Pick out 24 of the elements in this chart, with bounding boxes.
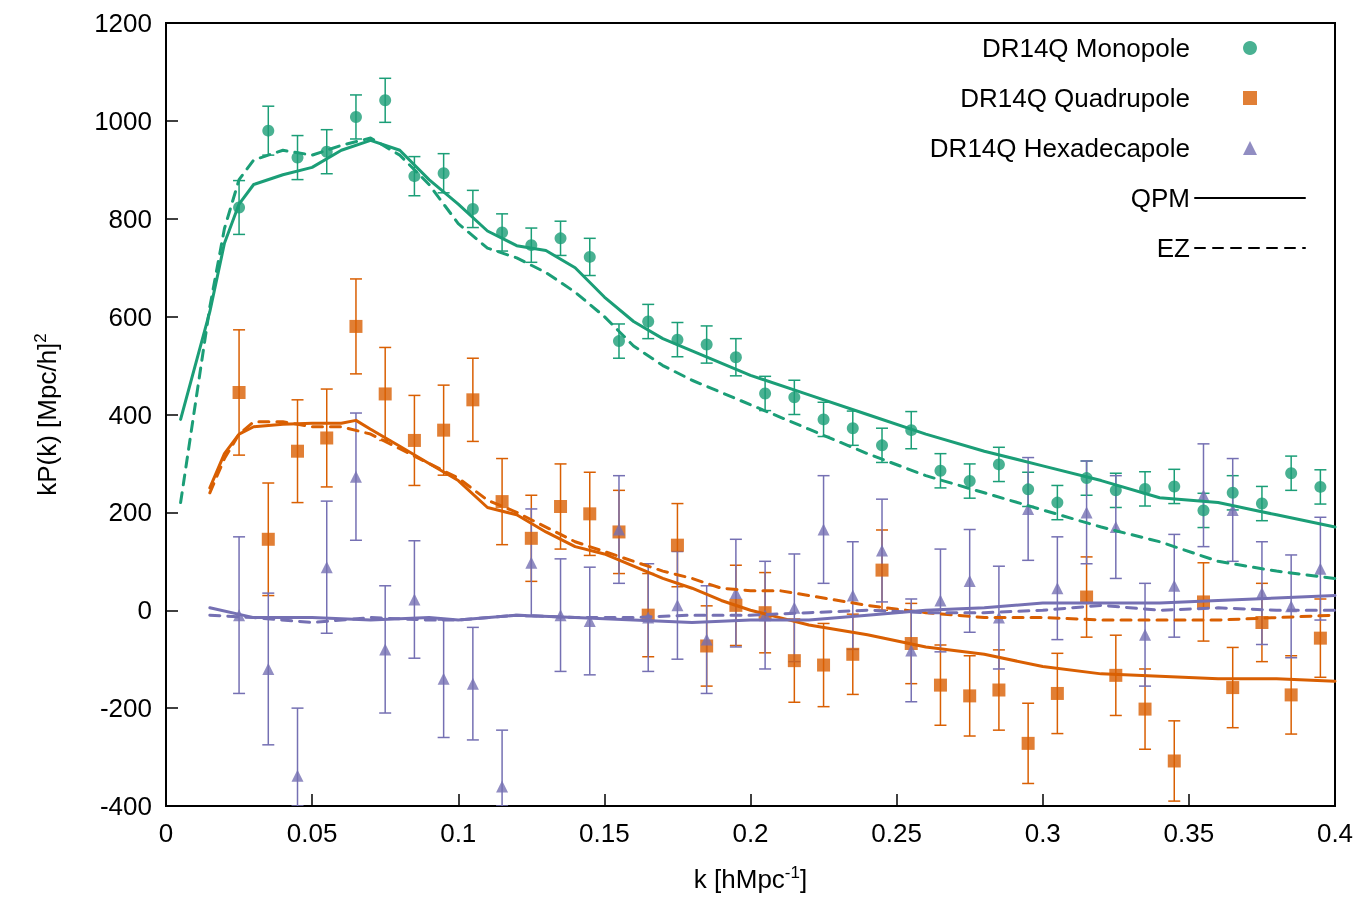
x-tick-label: 0.05 — [286, 818, 338, 848]
x-tick-label: 0.1 — [440, 818, 477, 848]
y-tick-label: 1000 — [94, 105, 152, 136]
y-tick-label: 0 — [137, 595, 152, 626]
legend-label: DR14Q Hexadecapole — [929, 133, 1190, 163]
y-tick-label: 200 — [108, 497, 152, 528]
legend-label: DR14Q Monopole — [981, 33, 1190, 63]
x-tick-label: 0.35 — [1163, 818, 1215, 848]
y-tick-label: 800 — [108, 203, 152, 234]
y-axis-title: kP(k) [Mpc/h]2 — [31, 333, 62, 496]
x-tick-label: 0.25 — [871, 818, 922, 848]
y-tick-label: -200 — [99, 693, 152, 724]
x-tick-label: 0.4 — [1316, 818, 1354, 848]
x-tick-label: 0.3 — [1024, 818, 1061, 848]
x-tick-label: 0.2 — [732, 818, 769, 848]
y-tick-label: -400 — [99, 791, 152, 821]
x-tick-label: 0 — [158, 818, 174, 848]
legend-label: QPM — [1130, 183, 1190, 213]
legend-label: EZ — [1156, 233, 1191, 263]
y-tick-label: 600 — [108, 301, 152, 332]
x-tick-label: 0.15 — [579, 818, 630, 848]
y-tick-label: 1200 — [94, 8, 152, 38]
y-tick-label: 400 — [108, 399, 152, 430]
legend-label: DR14Q Quadrupole — [960, 83, 1190, 113]
